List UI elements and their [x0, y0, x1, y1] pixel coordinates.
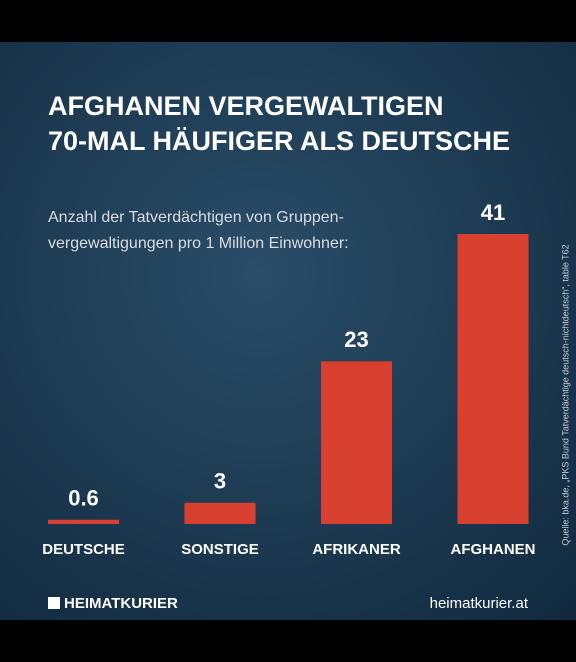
subtitle: Anzahl der Tatverdächtigen von Gruppen- … [48, 209, 349, 252]
value-label: 23 [344, 327, 368, 352]
website: heimatkurier.at [430, 595, 529, 612]
subtitle-line: Anzahl der Tatverdächtigen von Gruppen- [48, 209, 344, 226]
bar [184, 502, 256, 524]
bar [321, 361, 392, 524]
category-label: AFRIKANER [312, 541, 400, 558]
brand-logo [48, 597, 60, 609]
category-label: SONSTIGE [181, 541, 259, 558]
title-line: 70-MAL HÄUFIGER ALS DEUTSCHE [48, 126, 510, 156]
source-note: Quelle: bka.de, „PKS Bund Tatverdächtige… [560, 244, 570, 545]
brand: HEIMATKURIER [64, 595, 178, 612]
title-line: AFGHANEN VERGEWALTIGEN [48, 91, 444, 121]
value-label: 0.6 [68, 486, 99, 511]
subtitle-line: vergewaltigungen pro 1 Million Einwohner… [48, 235, 349, 252]
category-label: DEUTSCHE [42, 541, 125, 558]
value-label: 3 [214, 469, 226, 494]
title: AFGHANEN VERGEWALTIGEN 70-MAL HÄUFIGER A… [48, 91, 510, 156]
bar [48, 519, 119, 524]
bar [457, 234, 529, 524]
category-label: AFGHANEN [451, 541, 536, 558]
value-label: 41 [481, 200, 505, 225]
